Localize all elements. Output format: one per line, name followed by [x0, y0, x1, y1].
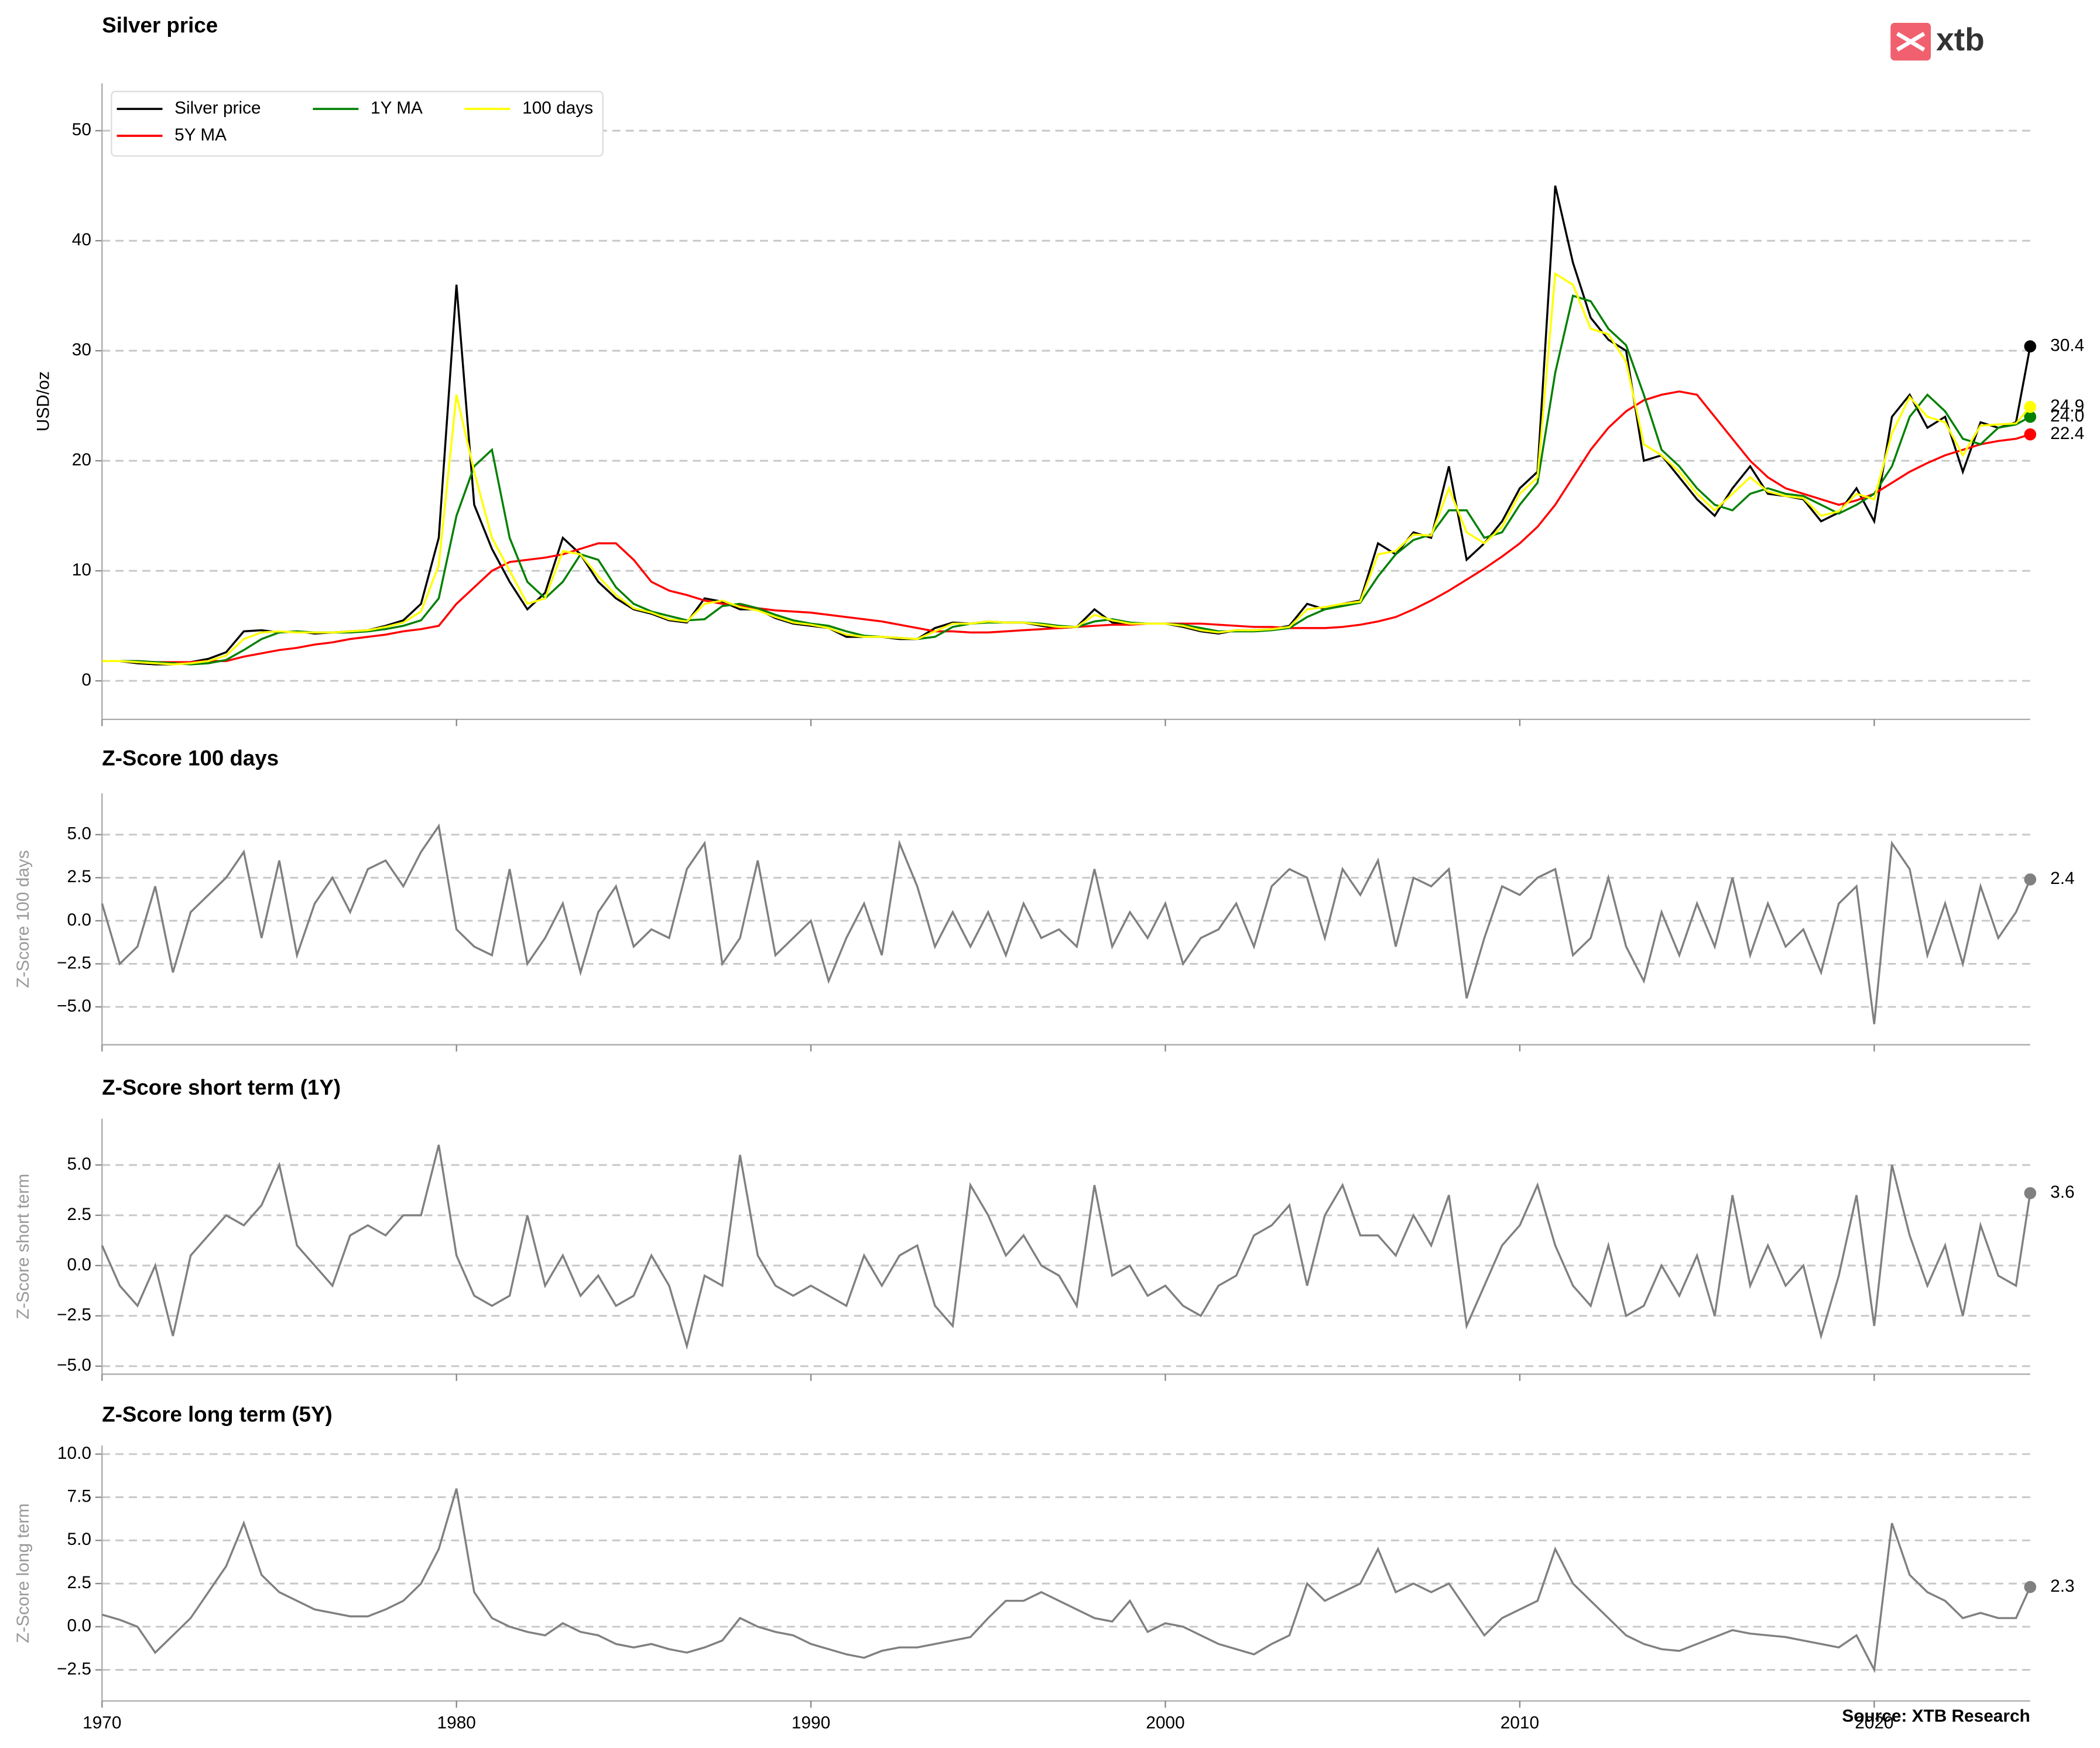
y-tick-label: 10 — [72, 560, 91, 580]
x-tick-label: 2000 — [1146, 1713, 1184, 1733]
y-tick-label: 7.5 — [67, 1487, 91, 1506]
end-dot — [2024, 410, 2037, 423]
y-tick-label: −5.0 — [57, 996, 91, 1016]
end-label: 2.3 — [2050, 1576, 2074, 1596]
y-tick-label: 0.0 — [67, 1255, 91, 1274]
legend-label: 100 days — [522, 98, 593, 118]
y-tick-label: 0 — [81, 670, 91, 690]
line — [101, 823, 2032, 1024]
end-label: 22.4 — [2050, 424, 2084, 443]
end-dot — [2024, 400, 2037, 413]
panel-title: Silver price — [102, 13, 218, 37]
x-tick-label: 2020 — [1855, 1713, 1893, 1733]
y-tick-label: 30 — [72, 340, 91, 359]
end-label: 24.0 — [2050, 406, 2084, 426]
end-label: 24.9 — [2050, 396, 2084, 416]
y-tick-label: 5.0 — [67, 1154, 91, 1174]
end-dot — [2024, 873, 2037, 886]
y-tick-label: 5.0 — [67, 824, 91, 844]
x-tick-label: 2010 — [1501, 1713, 1539, 1733]
logo-text: xtb — [1936, 21, 1985, 57]
y-tick-label: 50 — [72, 120, 91, 139]
line — [101, 1144, 2032, 1350]
panel-title: Z-Score 100 days — [102, 746, 279, 770]
y-tick-label: 40 — [72, 230, 91, 249]
y-tick-label: 0.0 — [67, 1616, 91, 1636]
legend-label: Silver price — [174, 98, 261, 118]
y-tick-label: −2.5 — [57, 1305, 91, 1325]
logo-icon — [1896, 32, 1926, 52]
y-tick-label: 0.0 — [67, 910, 91, 930]
legend-label: 5Y MA — [174, 125, 227, 145]
y-axis-label: Z-Score long term — [13, 1503, 33, 1643]
y-tick-label: 2.5 — [67, 867, 91, 886]
end-label: 2.4 — [2050, 869, 2074, 888]
line — [102, 390, 2031, 663]
x-tick-label: 1980 — [437, 1713, 476, 1733]
y-tick-label: 2.5 — [67, 1205, 91, 1224]
y-tick-label: 5.0 — [67, 1530, 91, 1549]
line — [101, 1488, 2032, 1674]
y-axis-label: Z-Score 100 days — [13, 850, 33, 988]
y-axis-label: Z-Score short term — [13, 1174, 33, 1319]
legend-label: 1Y MA — [371, 98, 423, 118]
y-tick-label: 20 — [72, 450, 91, 469]
end-dot — [2024, 340, 2037, 352]
end-dot — [2024, 428, 2037, 441]
y-tick-label: −2.5 — [57, 1659, 91, 1678]
y-axis-label: USD/oz — [34, 371, 53, 431]
source: Source: XTB Research — [1842, 1706, 2030, 1726]
x-tick-label: 1990 — [792, 1713, 830, 1733]
y-tick-label: 10.0 — [57, 1444, 91, 1463]
end-label: 30.4 — [2050, 336, 2084, 355]
legend-frame — [111, 91, 604, 157]
line — [102, 185, 2032, 666]
panel-title: Z-Score long term (5Y) — [102, 1402, 332, 1426]
logo: xtb — [1890, 21, 1985, 61]
y-tick-label: −2.5 — [57, 953, 91, 972]
line — [102, 272, 2032, 666]
end-dot — [2024, 1581, 2037, 1593]
y-tick-label: 2.5 — [67, 1573, 91, 1592]
legend: Silver price 5Y MA 1Y MA 100 days — [111, 91, 604, 157]
panel-title: Z-Score short term (1Y) — [102, 1075, 341, 1099]
x-tick-label: 1970 — [83, 1713, 121, 1733]
y-tick-label: −5.0 — [57, 1356, 91, 1375]
end-dot — [2024, 1187, 2037, 1199]
end-label: 3.6 — [2050, 1183, 2074, 1202]
